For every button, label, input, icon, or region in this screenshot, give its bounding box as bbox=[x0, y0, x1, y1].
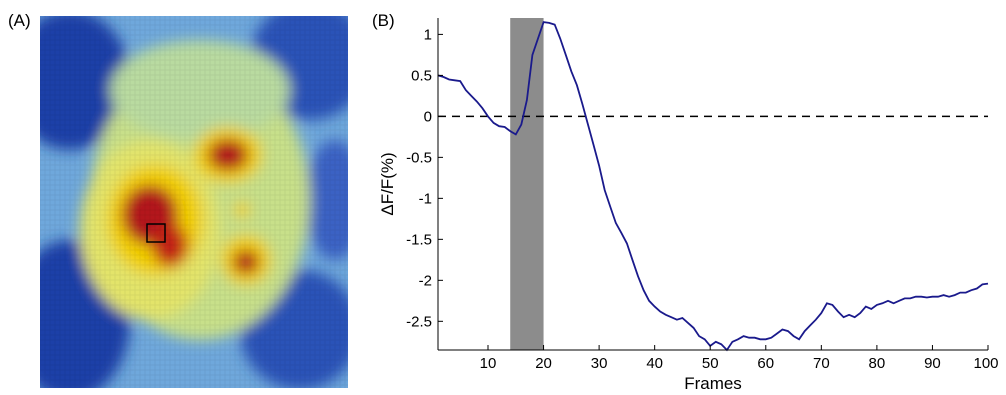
panel-a-label: (A) bbox=[8, 11, 31, 30]
y-tick-label: 0 bbox=[424, 108, 432, 125]
x-tick-label: 60 bbox=[757, 355, 774, 372]
x-tick-label: 90 bbox=[924, 355, 941, 372]
stimulus-shaded-region bbox=[510, 18, 544, 350]
heatmap-image bbox=[40, 16, 348, 388]
y-axis-title: ΔF/F(%) bbox=[378, 152, 397, 215]
y-ticks: 1 0.5 0 -0.5 -1 -1.5 -2 -2.5 bbox=[406, 26, 443, 330]
y-tick-label: -2 bbox=[419, 272, 432, 289]
x-tick-label: 20 bbox=[535, 355, 552, 372]
series-line bbox=[437, 21, 989, 352]
y-tick-label: 1 bbox=[424, 26, 432, 43]
y-tick-label: -1 bbox=[419, 190, 432, 207]
x-ticks: 10 20 30 40 50 60 70 80 90 100 bbox=[480, 345, 999, 372]
x-tick-label: 30 bbox=[591, 355, 608, 372]
panel-b-label: (B) bbox=[372, 11, 395, 30]
x-tick-label: 80 bbox=[869, 355, 886, 372]
x-tick-label: 100 bbox=[973, 355, 998, 372]
x-tick-label: 70 bbox=[813, 355, 830, 372]
x-axis-title: Frames bbox=[684, 374, 742, 393]
x-tick-label: 50 bbox=[702, 355, 719, 372]
y-tick-label: -2.5 bbox=[406, 313, 432, 330]
line-chart: 10 20 30 40 50 60 70 80 90 100 1 0.5 0 -0.5 -1 -1.5 -2 -… bbox=[378, 18, 999, 393]
roi-box bbox=[146, 223, 166, 243]
y-tick-label: 0.5 bbox=[411, 67, 432, 84]
x-tick-label: 40 bbox=[646, 355, 663, 372]
x-tick-label: 10 bbox=[480, 355, 497, 372]
y-tick-label: -1.5 bbox=[406, 231, 432, 248]
y-tick-label: -0.5 bbox=[406, 149, 432, 166]
